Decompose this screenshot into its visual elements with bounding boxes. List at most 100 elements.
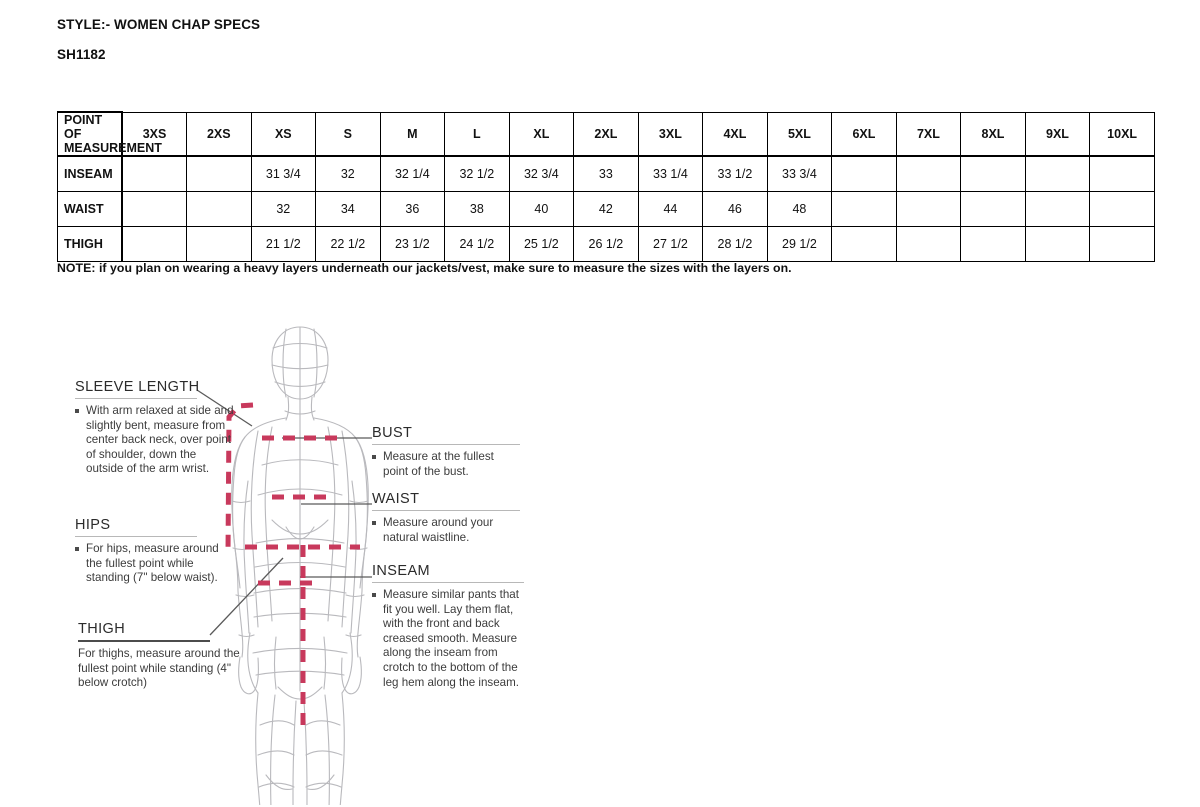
- cell-thigh-m: 23 1/2: [379, 226, 446, 262]
- annotation-bust: BUST Measure at the fullest point of the…: [372, 425, 520, 479]
- document-title-block: STYLE:- WOMEN CHAP SPECS SH1182: [57, 18, 260, 61]
- annotation-rule: [75, 398, 197, 399]
- table-row: INSEAM 31 3/4 32 32 1/4 32 1/2 32 3/4 33…: [57, 155, 1155, 192]
- cell-inseam-2xl: 33: [573, 155, 639, 192]
- column-header-size: 5XL: [766, 111, 833, 157]
- mannequin-diagram: [196, 326, 372, 805]
- cell-inseam-5xl: 33 3/4: [766, 155, 833, 192]
- style-line: STYLE:- WOMEN CHAP SPECS: [57, 17, 261, 32]
- annotation-rule: [75, 536, 197, 537]
- cell-thigh-3xs: [121, 226, 188, 262]
- annotation-title: HIPS: [75, 517, 111, 533]
- table-row: WAIST 32 34 36 38 40 42 44 46 48: [57, 191, 1155, 227]
- cell-inseam-xs: 31 3/4: [250, 155, 317, 192]
- table-header-row: POINT OF MEASUREMENT 3XS 2XS XS S M L XL…: [57, 111, 1155, 157]
- column-header-size: M: [379, 111, 446, 157]
- cell-waist-3xl: 44: [637, 191, 704, 227]
- cell-thigh-7xl: [895, 226, 962, 262]
- column-header-size: 7XL: [895, 111, 962, 157]
- column-header-size: 6XL: [831, 111, 897, 157]
- cell-inseam-9xl: [1024, 155, 1091, 192]
- cell-thigh-10xl: [1089, 226, 1155, 262]
- style-code: SH1182: [57, 46, 106, 62]
- column-header-size: XS: [250, 111, 317, 157]
- column-header-size: 3XS: [121, 111, 188, 157]
- cell-thigh-2xs: [186, 226, 252, 262]
- cell-thigh-l: 24 1/2: [444, 226, 510, 262]
- column-header-size: 10XL: [1089, 111, 1155, 157]
- annotation-body: Measure similar pants that fit you well.…: [372, 588, 524, 690]
- column-header-size: 9XL: [1024, 111, 1091, 157]
- cell-thigh-4xl: 28 1/2: [702, 226, 768, 262]
- size-chart-table-container: POINT OF MEASUREMENT 3XS 2XS XS S M L XL…: [57, 111, 1155, 262]
- column-header-size: 4XL: [702, 111, 768, 157]
- cell-thigh-s: 22 1/2: [315, 226, 381, 262]
- cell-thigh-6xl: [831, 226, 897, 262]
- measure-line-sleeve: [225, 402, 254, 554]
- annotation-title: WAIST: [372, 491, 420, 507]
- annotation-inseam: INSEAM Measure similar pants that fit yo…: [372, 563, 524, 690]
- cell-waist-3xs: [121, 191, 188, 227]
- cell-waist-5xl: 48: [766, 191, 833, 227]
- cell-waist-xs: 32: [250, 191, 317, 227]
- column-header-size: L: [444, 111, 510, 157]
- column-header-point-of-measurement: POINT OF MEASUREMENT: [57, 111, 162, 157]
- cell-waist-s: 34: [315, 191, 381, 227]
- cell-inseam-7xl: [895, 155, 962, 192]
- column-header-size: 8XL: [960, 111, 1026, 157]
- cell-inseam-3xs: [121, 155, 188, 192]
- annotation-body: With arm relaxed at side and slightly be…: [75, 404, 235, 477]
- cell-thigh-3xl: 27 1/2: [637, 226, 704, 262]
- size-chart-table: POINT OF MEASUREMENT 3XS 2XS XS S M L XL…: [57, 111, 1155, 262]
- leader-line-sleeve: [196, 389, 253, 427]
- cell-waist-2xs: [186, 191, 252, 227]
- cell-thigh-5xl: 29 1/2: [766, 226, 833, 262]
- annotation-rule: [372, 510, 520, 511]
- row-label-inseam: INSEAM: [57, 155, 124, 192]
- row-label-waist: WAIST: [57, 191, 124, 227]
- cell-inseam-l: 32 1/2: [444, 155, 510, 192]
- leader-line-thigh: [209, 557, 284, 636]
- cell-thigh-9xl: [1024, 226, 1091, 262]
- column-header-size: XL: [508, 111, 575, 157]
- mannequin-wireframe: [231, 326, 369, 805]
- cell-waist-2xl: 42: [573, 191, 639, 227]
- cell-waist-xl: 40: [508, 191, 575, 227]
- annotation-title: THIGH: [78, 621, 126, 637]
- cell-thigh-xl: 25 1/2: [508, 226, 575, 262]
- measurement-lines: [225, 402, 360, 727]
- cell-inseam-3xl: 33 1/4: [637, 155, 704, 192]
- annotation-body: Measure at the fullest point of the bust…: [372, 450, 520, 479]
- column-header-size: 2XS: [186, 111, 252, 157]
- cell-inseam-xl: 32 3/4: [508, 155, 575, 192]
- annotation-rule: [78, 640, 210, 642]
- annotation-rule: [372, 444, 520, 445]
- annotation-body: For hips, measure around the fullest poi…: [75, 542, 235, 586]
- column-header-size: 3XL: [637, 111, 704, 157]
- cell-inseam-6xl: [831, 155, 897, 192]
- leader-lines: [196, 389, 372, 636]
- note-text: NOTE: if you plan on wearing a heavy lay…: [57, 261, 792, 275]
- cell-thigh-2xl: 26 1/2: [573, 226, 639, 262]
- cell-thigh-8xl: [960, 226, 1026, 262]
- annotation-rule: [372, 582, 524, 583]
- cell-waist-l: 38: [444, 191, 510, 227]
- column-header-size: S: [315, 111, 381, 157]
- cell-waist-10xl: [1089, 191, 1155, 227]
- annotation-title: BUST: [372, 425, 413, 441]
- annotation-hips: HIPS For hips, measure around the fulles…: [75, 517, 235, 586]
- cell-waist-6xl: [831, 191, 897, 227]
- cell-inseam-2xs: [186, 155, 252, 192]
- cell-inseam-4xl: 33 1/2: [702, 155, 768, 192]
- cell-inseam-8xl: [960, 155, 1026, 192]
- cell-waist-8xl: [960, 191, 1026, 227]
- cell-inseam-s: 32: [315, 155, 381, 192]
- cell-waist-7xl: [895, 191, 962, 227]
- annotation-title: SLEEVE LENGTH: [75, 379, 200, 395]
- measurement-guide: SLEEVE LENGTH With arm relaxed at side a…: [0, 305, 1200, 805]
- cell-inseam-10xl: [1089, 155, 1155, 192]
- column-header-size: 2XL: [573, 111, 639, 157]
- cell-thigh-xs: 21 1/2: [250, 226, 317, 262]
- cell-waist-4xl: 46: [702, 191, 768, 227]
- annotation-waist: WAIST Measure around your natural waistl…: [372, 491, 520, 545]
